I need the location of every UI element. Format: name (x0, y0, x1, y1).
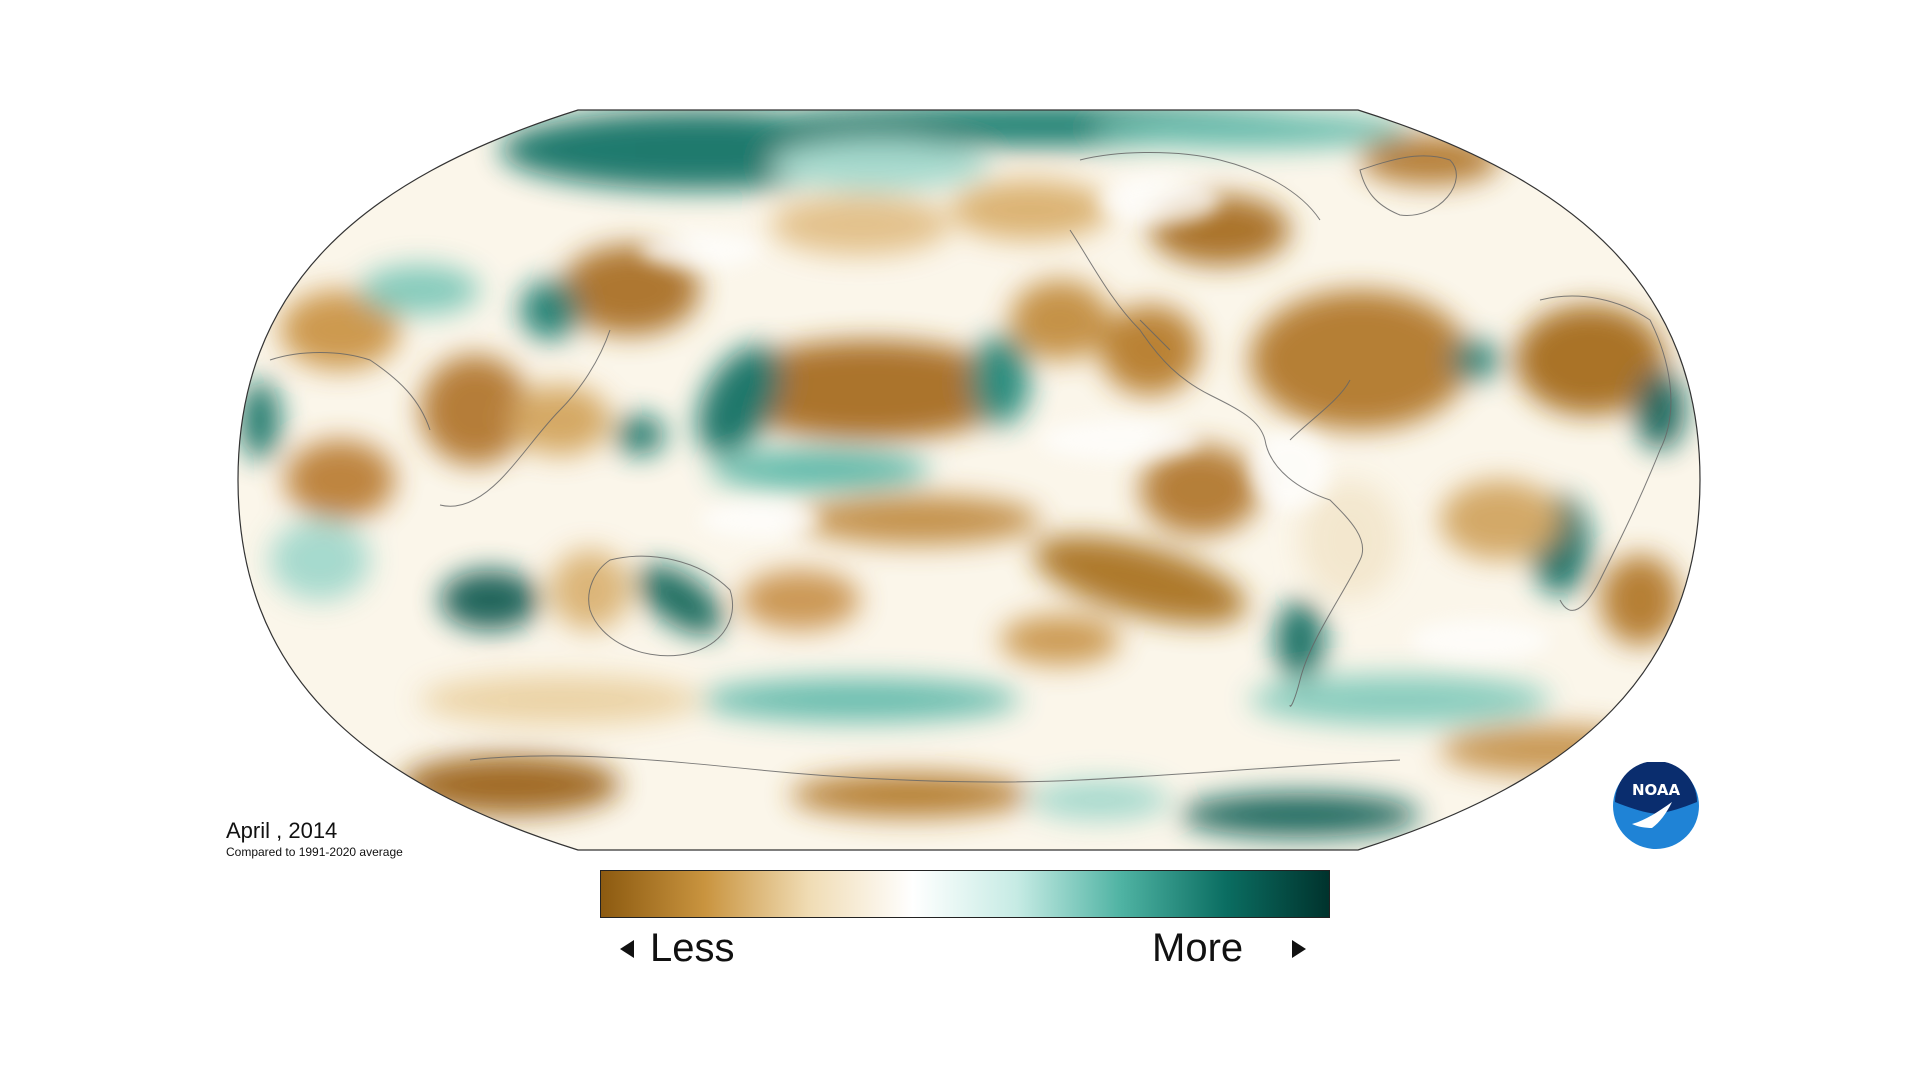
noaa-logo-text: NOAA (1632, 781, 1681, 799)
anomaly-field (238, 110, 1700, 850)
legend-more-label: More (1152, 926, 1244, 970)
legend-less-label: Less (650, 926, 735, 970)
map-caption: April , 2014 Compared to 1991-2020 avera… (226, 818, 403, 860)
arrow-right-icon (1292, 940, 1306, 958)
color-scale-bar (600, 870, 1330, 918)
arrow-left-icon (620, 940, 634, 958)
caption-date: April , 2014 (226, 818, 338, 843)
caption-subtitle: Compared to 1991-2020 average (226, 845, 403, 859)
coastlines (269, 152, 1672, 783)
noaa-logo: NOAA (1613, 762, 1699, 849)
